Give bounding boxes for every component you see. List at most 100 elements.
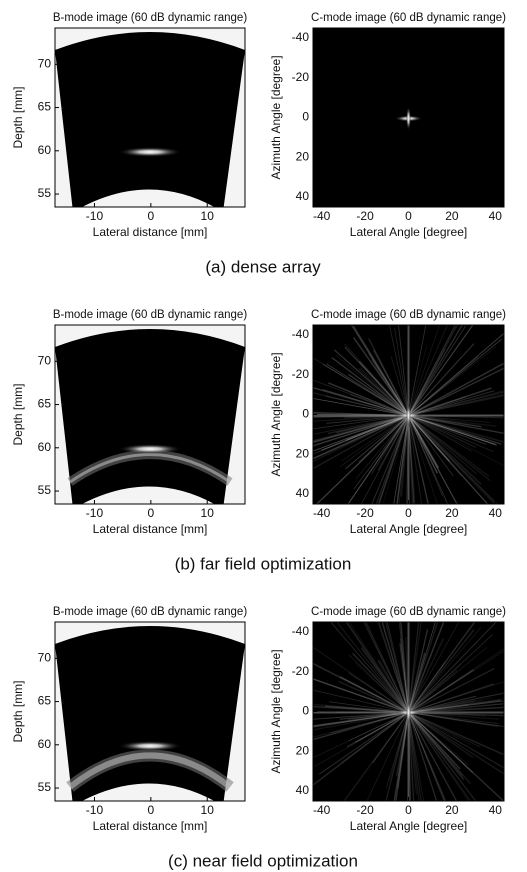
x-axis-label: Lateral distance [mm]	[93, 225, 208, 239]
streak	[407, 325, 448, 416]
streak	[372, 712, 409, 764]
streak	[381, 622, 409, 713]
streak	[408, 622, 497, 713]
streak	[408, 634, 493, 713]
streak	[408, 622, 436, 713]
x-tick-label: 10	[201, 506, 215, 520]
streak	[408, 415, 494, 452]
streak	[326, 363, 409, 416]
streak	[313, 414, 409, 463]
streak	[407, 712, 415, 801]
streak	[407, 712, 458, 801]
streak	[408, 712, 464, 777]
image	[55, 325, 245, 504]
streak	[313, 414, 409, 442]
y-tick-label: 0	[302, 704, 309, 718]
streak	[344, 346, 409, 416]
streak	[407, 414, 496, 504]
streak	[377, 622, 409, 713]
streak	[408, 391, 504, 416]
streak	[377, 415, 409, 471]
streak	[313, 415, 409, 452]
streak	[347, 415, 409, 504]
streak	[358, 360, 410, 417]
streak	[393, 712, 410, 801]
streak	[381, 622, 410, 713]
streak	[408, 712, 504, 727]
x-tick-label: 10	[201, 803, 215, 817]
streak	[408, 414, 498, 446]
y-tick-label: 40	[296, 486, 310, 500]
streak	[407, 629, 429, 713]
streak	[407, 415, 450, 462]
x-axis-label: Lateral Angle [degree]	[350, 522, 467, 536]
streak	[408, 711, 504, 775]
streak	[363, 622, 409, 713]
streak	[408, 647, 488, 713]
plot-title: B-mode image (60 dB dynamic range)	[53, 309, 247, 321]
streak	[407, 414, 482, 485]
y-tick-label: 0	[302, 407, 309, 421]
streak	[408, 712, 469, 801]
y-tick-label: 60	[38, 440, 52, 454]
streak	[355, 662, 409, 713]
streak	[313, 646, 409, 713]
streak	[345, 415, 409, 470]
streak	[354, 711, 409, 743]
streak	[408, 367, 504, 417]
plot-title: C-mode image (60 dB dynamic range)	[311, 12, 506, 24]
streak	[313, 705, 409, 714]
x-tick-label: -20	[356, 506, 374, 520]
spot	[406, 700, 411, 725]
x-tick-label: -10	[86, 209, 104, 223]
streak	[344, 343, 410, 416]
streak	[313, 387, 409, 417]
streak	[408, 415, 458, 504]
streak	[408, 415, 448, 504]
streak	[388, 325, 409, 416]
streak	[396, 415, 410, 504]
x-axis-label: Lateral distance [mm]	[93, 522, 208, 536]
streak	[408, 346, 497, 416]
streak	[408, 415, 477, 474]
streak	[314, 712, 409, 768]
streak	[408, 712, 417, 795]
x-tick-label: -40	[313, 506, 331, 520]
streak	[407, 415, 440, 469]
streak	[313, 712, 409, 759]
y-axis-label: Depth [mm]	[11, 680, 25, 742]
streak	[336, 414, 409, 434]
streak	[407, 325, 459, 416]
streak	[313, 398, 409, 416]
streak	[408, 703, 504, 714]
streak	[315, 415, 409, 504]
streak	[338, 680, 409, 714]
streak	[385, 622, 409, 713]
streak	[408, 414, 490, 477]
streak	[348, 654, 409, 713]
streak	[400, 638, 409, 713]
streak	[407, 629, 475, 713]
streak	[408, 395, 504, 416]
streak	[408, 415, 476, 448]
streak	[393, 415, 409, 504]
streak	[353, 337, 410, 416]
streak	[407, 712, 461, 770]
streak	[408, 711, 504, 801]
streak	[408, 711, 499, 720]
streak	[407, 325, 457, 416]
streak	[407, 414, 498, 504]
x-tick-label: -40	[313, 803, 331, 817]
streak	[408, 700, 476, 714]
streak	[313, 415, 409, 452]
x-tick-label: 40	[489, 209, 503, 223]
streak	[335, 354, 409, 416]
streak	[313, 414, 409, 470]
streak	[326, 415, 409, 424]
streak	[313, 415, 409, 422]
streak	[340, 712, 409, 764]
streak	[397, 712, 410, 789]
y-tick-label: 60	[38, 143, 52, 157]
streak	[313, 662, 409, 714]
streak	[408, 712, 446, 801]
